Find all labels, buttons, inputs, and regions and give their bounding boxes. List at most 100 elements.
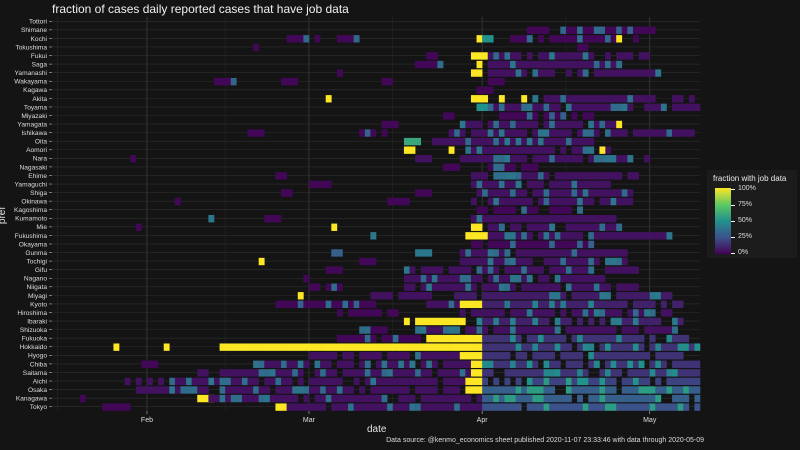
heat-cell — [364, 300, 371, 309]
heat-cell — [638, 334, 645, 343]
heat-cell — [610, 197, 617, 206]
heat-cell — [605, 300, 611, 309]
heat-cell — [521, 60, 528, 69]
heat-cell — [510, 232, 516, 240]
heat-cell — [353, 394, 360, 403]
heat-cell — [632, 129, 639, 137]
heat-cell — [510, 206, 516, 214]
heat-cell — [599, 69, 606, 77]
heat-cell — [599, 189, 606, 197]
heat-cell — [688, 129, 695, 137]
heat-cell — [588, 300, 595, 309]
heat-cell — [482, 360, 489, 368]
heat-cell — [577, 197, 583, 206]
y-tick-label: Kumamoto — [15, 216, 47, 223]
heat-cell — [482, 86, 489, 94]
heat-cell — [504, 103, 511, 112]
heat-cell — [174, 377, 181, 386]
heat-cell — [526, 249, 533, 257]
heat-cell — [605, 52, 611, 60]
heat-cell — [565, 60, 572, 69]
heat-cell — [253, 43, 259, 52]
heat-cell — [281, 394, 287, 403]
heat-cell — [476, 360, 483, 368]
heat-cell — [593, 292, 600, 300]
heat-cell — [510, 129, 516, 137]
heat-cell — [470, 249, 477, 257]
heat-cell — [415, 386, 421, 394]
heat-cell — [588, 309, 595, 317]
heat-cell — [593, 360, 600, 368]
y-tick-label: Osaka — [28, 387, 47, 394]
heat-cell — [493, 189, 500, 197]
heat-cell — [532, 360, 539, 368]
heat-cell — [543, 129, 550, 137]
heat-cell — [565, 206, 572, 214]
heat-cell — [582, 292, 589, 300]
heat-cell — [191, 386, 198, 394]
heat-cell — [308, 300, 315, 309]
heat-cell — [443, 334, 449, 343]
heat-cell — [364, 360, 371, 368]
heat-cell — [571, 386, 578, 394]
heat-cell — [616, 369, 623, 377]
heat-cell — [247, 369, 254, 377]
heat-cell — [219, 77, 226, 86]
heat-cell — [498, 52, 505, 60]
heat-cell — [331, 403, 338, 411]
heat-cell — [515, 274, 522, 283]
heat-cell — [415, 377, 421, 386]
heat-cell — [554, 360, 561, 368]
heat-cell — [616, 394, 623, 403]
heat-cell — [359, 129, 366, 137]
heat-cell — [510, 172, 516, 180]
heat-cell — [180, 377, 187, 386]
heat-cell — [588, 172, 595, 180]
heat-cell — [577, 257, 583, 266]
heat-cell — [392, 352, 399, 360]
heat-cell — [504, 394, 511, 403]
heat-cell — [437, 369, 444, 377]
heat-cell — [577, 394, 583, 403]
heat-cell — [426, 377, 433, 386]
heat-cell — [504, 215, 511, 223]
heat-cell — [549, 129, 556, 137]
heat-cell — [504, 343, 511, 351]
heat-cell — [336, 386, 343, 394]
y-tick-label: Tokushima — [15, 44, 47, 51]
heat-cell — [660, 360, 667, 368]
heat-cell — [448, 283, 455, 291]
heat-cell — [577, 249, 583, 257]
heat-cell — [593, 69, 600, 77]
heat-cell — [454, 403, 461, 411]
heat-cell — [616, 129, 623, 137]
heat-cell — [482, 394, 489, 403]
heat-cell — [398, 197, 405, 206]
heat-cell — [275, 386, 282, 394]
heat-cell — [510, 215, 516, 223]
heat-cell — [677, 317, 684, 326]
heat-cell — [465, 292, 472, 300]
heat-cell — [515, 334, 522, 343]
heat-cell — [660, 300, 667, 309]
heat-cell — [605, 129, 611, 137]
heat-cell — [599, 120, 606, 129]
heat-cell — [683, 403, 690, 411]
heat-cell — [403, 377, 410, 386]
heat-cell — [549, 343, 556, 351]
heat-cell — [605, 155, 611, 163]
heat-cell — [498, 163, 505, 171]
heat-cell — [526, 112, 533, 120]
heat-cell — [543, 249, 550, 257]
heat-cell — [487, 300, 494, 309]
heat-cell — [415, 403, 421, 411]
heat-cell — [616, 60, 623, 69]
heat-cell — [610, 26, 617, 34]
heat-cell — [420, 360, 427, 368]
heat-cell — [532, 189, 539, 197]
heat-cell — [549, 223, 556, 231]
heat-cell — [543, 189, 550, 197]
heat-cell — [565, 180, 572, 189]
heat-cell — [605, 103, 611, 112]
heat-cell — [515, 146, 522, 154]
